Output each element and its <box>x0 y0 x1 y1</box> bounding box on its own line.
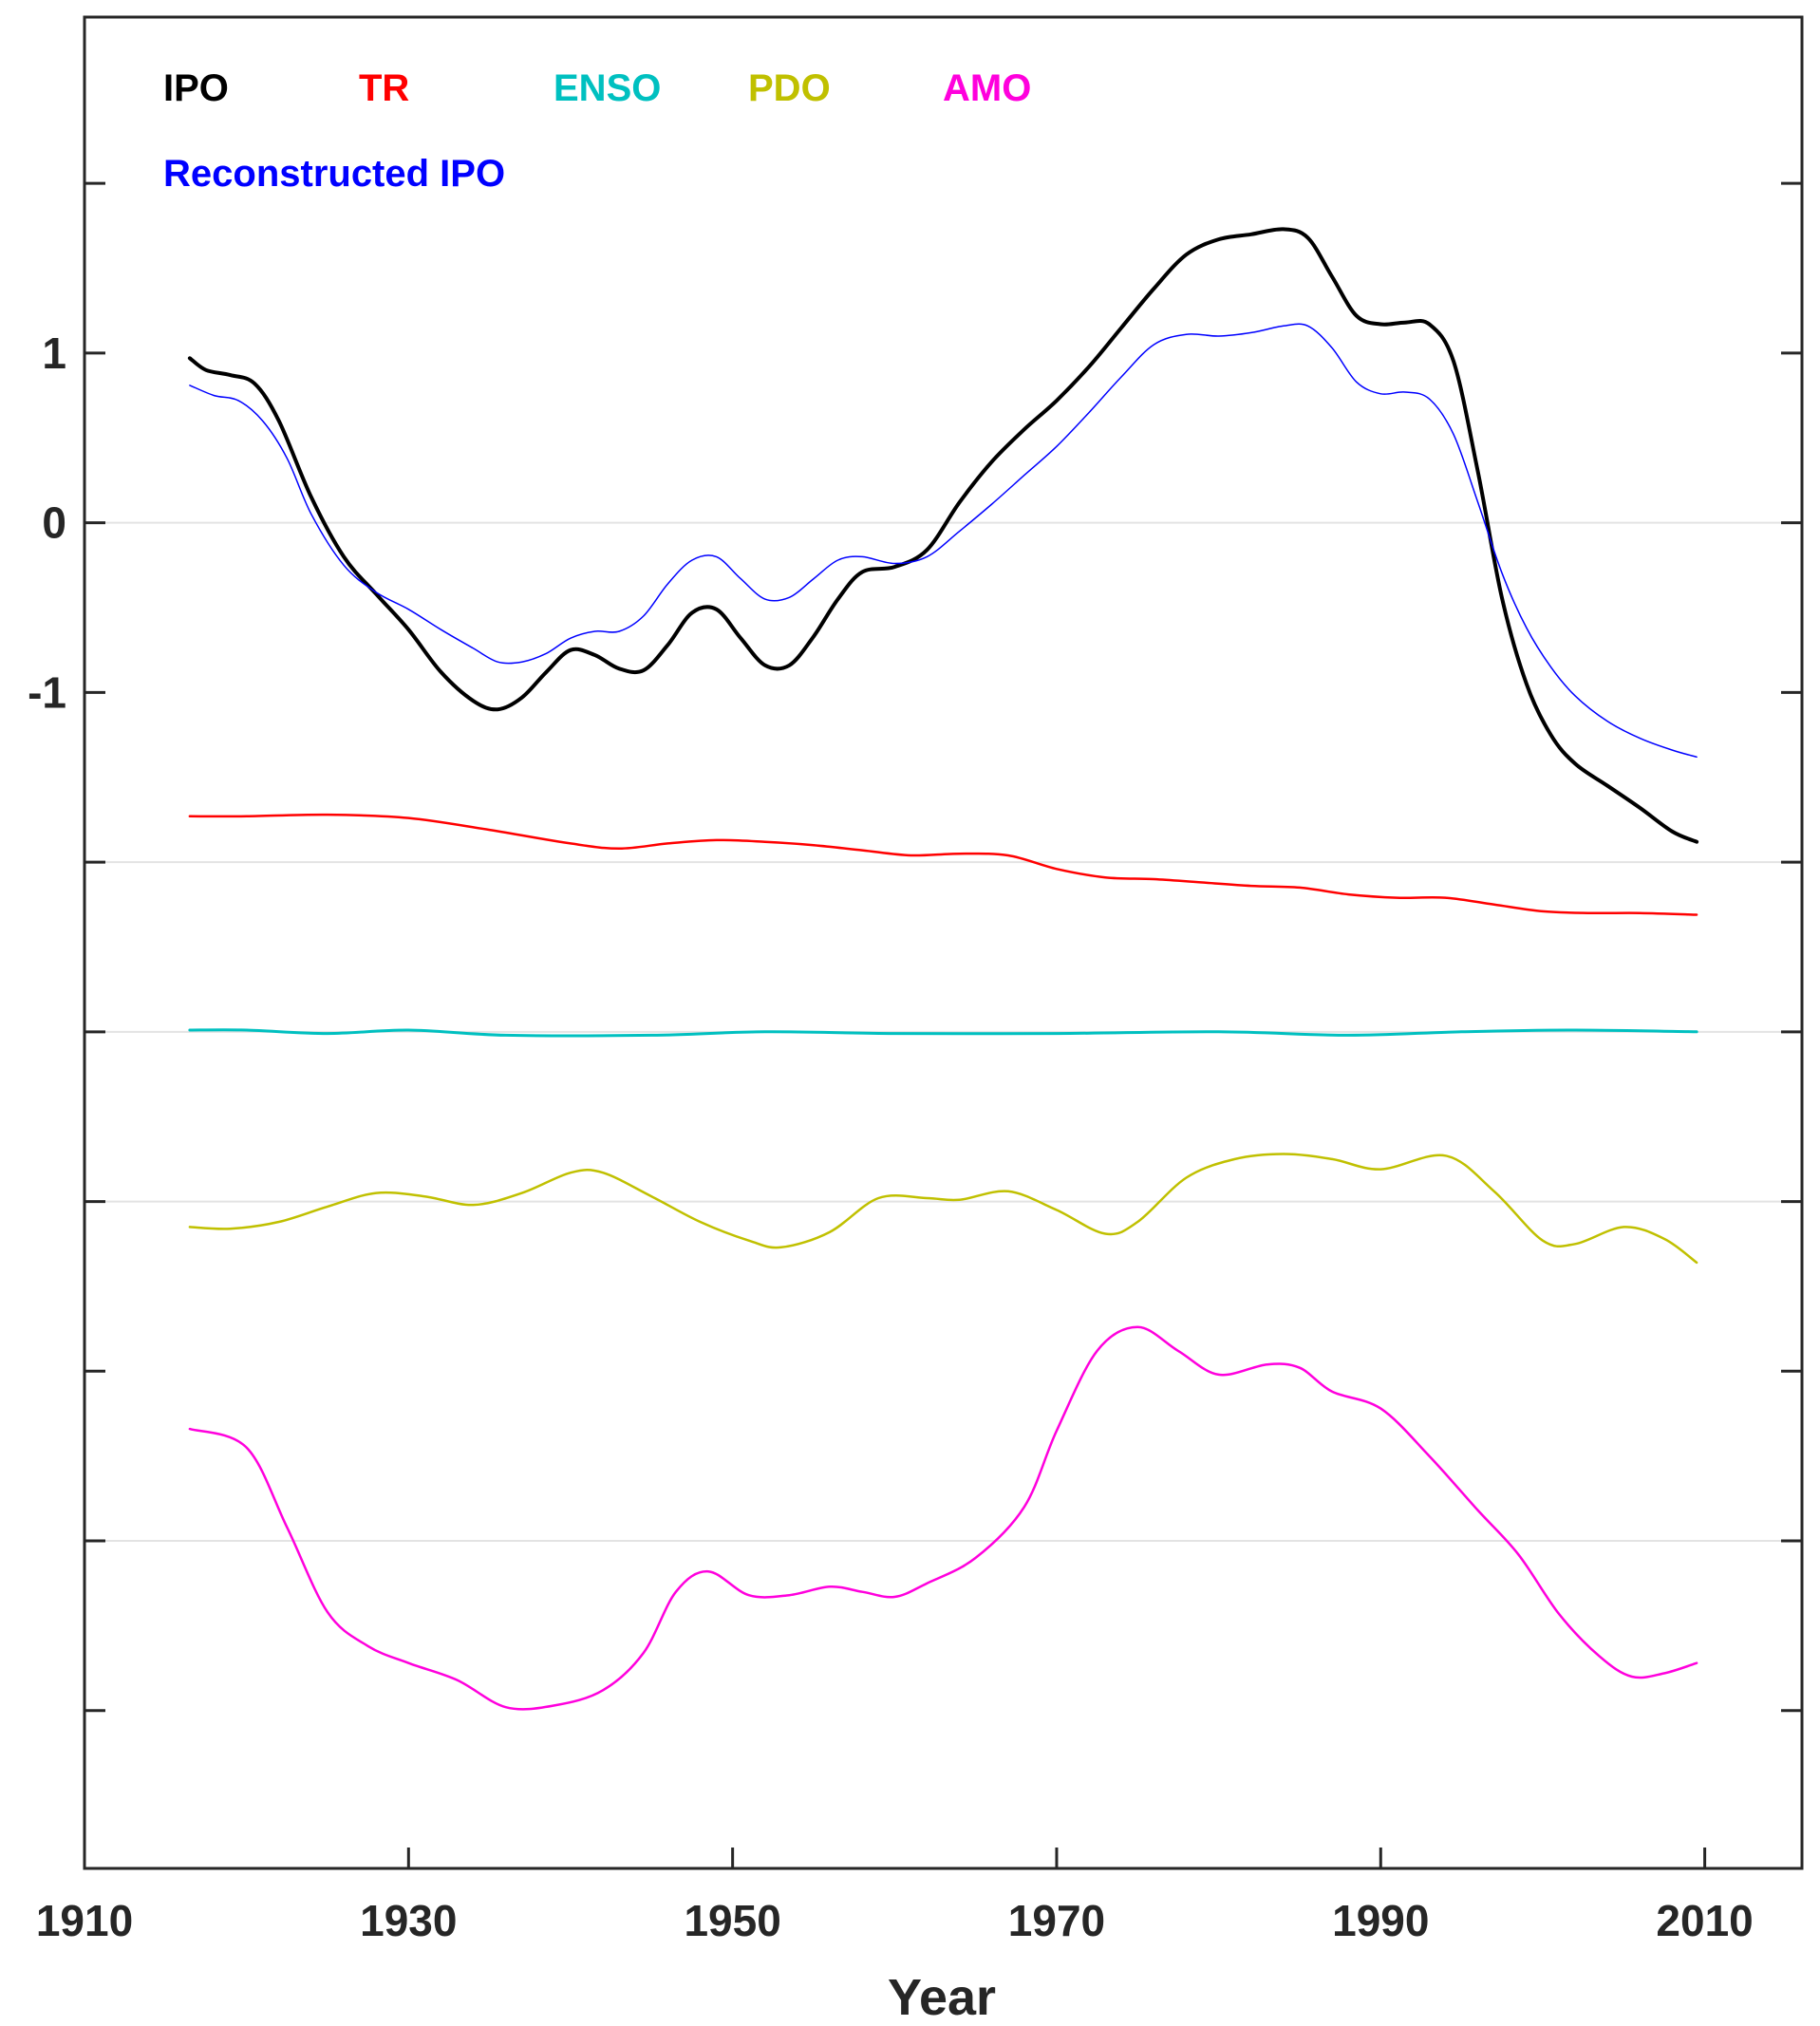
legend: IPO TR ENSO PDO AMO Reconstructed IPO <box>163 67 1031 195</box>
legend-label-tr: TR <box>359 67 409 109</box>
x-tick-label-0: 1910 <box>36 1896 133 1945</box>
x-tick-label-2: 1950 <box>684 1896 780 1945</box>
plot-area <box>84 17 1802 1868</box>
legend-label-enso: ENSO <box>554 67 661 109</box>
y-tick-label-2: 0 <box>42 498 66 548</box>
x-tick-label-3: 1970 <box>1008 1896 1105 1945</box>
series-line-pdo <box>188 1153 1698 1265</box>
y-tick-label-3: -1 <box>28 667 66 717</box>
series-line-enso <box>188 1028 1698 1038</box>
x-axis-title: Year <box>888 1969 996 2026</box>
legend-label-pdo: PDO <box>748 67 831 109</box>
series-line-tr <box>188 813 1698 916</box>
series-line-reconstructed-ipo <box>189 323 1698 759</box>
series-lines <box>187 227 1699 1711</box>
plot-frame <box>83 15 1804 1870</box>
legend-label-reconstructed-ipo: Reconstructed IPO <box>163 153 505 195</box>
series-line-amo <box>188 1325 1698 1711</box>
x-tick-label-4: 1990 <box>1332 1896 1429 1945</box>
axis-ticks: 1 0 -1 1910 1930 1950 1970 1990 2010 <box>28 181 1802 1945</box>
legend-label-amo: AMO <box>943 67 1031 109</box>
y-tick-label-1: 1 <box>42 328 66 378</box>
x-tick-label-5: 2010 <box>1656 1896 1753 1945</box>
x-tick-label-1: 1930 <box>360 1896 457 1945</box>
legend-label-ipo: IPO <box>163 67 229 109</box>
series-line-ipo <box>187 227 1699 844</box>
